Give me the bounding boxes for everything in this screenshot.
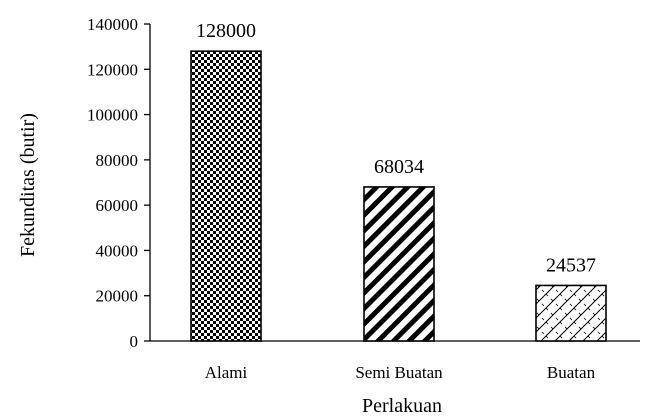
data-label: 68034 [374,156,424,178]
y-tick-label: 40000 [96,241,139,260]
bar-buatan [536,285,606,341]
y-tick-label: 0 [130,332,139,351]
data-label: 128000 [196,20,256,42]
x-tick-label: Buatan [547,363,596,382]
y-tick-label: 120000 [87,60,138,79]
x-tick-label: Semi Buatan [355,363,443,382]
y-tick-label: 80000 [96,151,139,170]
plot-area: 0 20000 40000 60000 80000 100000 120000 140000 1… [87,15,640,382]
y-tick-label: 140000 [87,15,138,34]
y-axis-title: Fekunditas (butir) [17,113,39,257]
bar-alami [191,51,261,341]
y-tick-label: 20000 [96,287,139,306]
x-tick-label: Alami [205,363,248,382]
bar-semi-buatan [364,187,434,341]
data-label: 24537 [546,254,596,276]
x-axis-title: Perlakuan [362,395,442,417]
y-tick-label: 100000 [87,106,138,125]
y-tick-label: 60000 [96,196,139,215]
